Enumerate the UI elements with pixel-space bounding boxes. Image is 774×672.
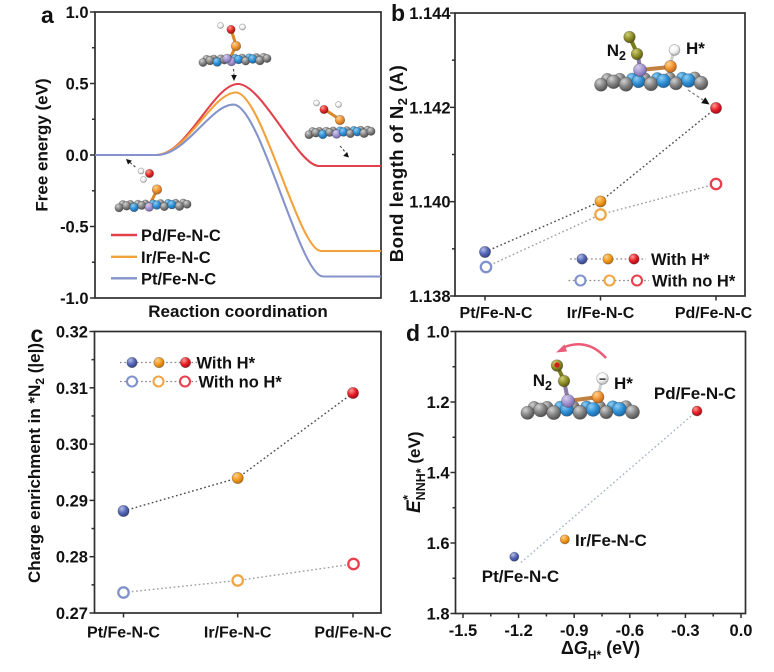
svg-text:Pd/Fe-N-C: Pd/Fe-N-C: [675, 305, 753, 322]
svg-text:0.31: 0.31: [56, 380, 88, 398]
svg-text:-0.5: -0.5: [60, 219, 88, 237]
svg-text:-0.3: -0.3: [671, 622, 699, 640]
svg-text:Pd/Fe-N-C: Pd/Fe-N-C: [314, 625, 392, 642]
svg-text:0.0: 0.0: [730, 622, 753, 640]
svg-text:1.0: 1.0: [427, 324, 450, 342]
svg-text:0.32: 0.32: [56, 324, 88, 342]
svg-text:0.28: 0.28: [56, 549, 88, 567]
svg-text:Pd/Fe-N-C: Pd/Fe-N-C: [654, 384, 736, 403]
svg-text:0.29: 0.29: [56, 492, 88, 510]
svg-text:0.5: 0.5: [66, 76, 89, 94]
svg-text:0.30: 0.30: [56, 436, 88, 454]
svg-text:1.6: 1.6: [427, 535, 450, 553]
svg-text:Charge enrichment in *N2 (|e|): Charge enrichment in *N2 (|e|): [25, 343, 47, 583]
svg-text:1.2: 1.2: [427, 394, 450, 412]
svg-text:-0.9: -0.9: [560, 622, 588, 640]
svg-text:Ir/Fe-N-C: Ir/Fe-N-C: [141, 249, 211, 267]
svg-text:-0.6: -0.6: [616, 622, 644, 640]
svg-text:1.8: 1.8: [427, 606, 450, 624]
svg-text:ENNH* (eV): ENNH* (eV): [404, 432, 428, 513]
svg-text:0.0: 0.0: [66, 147, 89, 165]
svg-text:-1.0: -1.0: [60, 290, 88, 308]
svg-text:1.144: 1.144: [409, 5, 451, 23]
svg-text:a: a: [41, 2, 54, 28]
svg-text:−: −: [599, 372, 606, 386]
svg-text:1.140: 1.140: [409, 194, 450, 212]
svg-text:Free energy (eV): Free energy (eV): [33, 78, 52, 211]
svg-text:Bond length of N2 (A): Bond length of N2 (A): [386, 65, 410, 263]
svg-text:b: b: [391, 0, 405, 26]
svg-text:Pt/Fe-N-C: Pt/Fe-N-C: [482, 567, 559, 586]
svg-text:Ir/Fe-N-C: Ir/Fe-N-C: [567, 305, 635, 322]
svg-text:H*: H*: [686, 39, 705, 58]
svg-text:Ir/Fe-N-C: Ir/Fe-N-C: [575, 531, 647, 550]
svg-text:0.27: 0.27: [56, 605, 88, 623]
svg-text:H*: H*: [614, 374, 633, 393]
svg-text:-1.2: -1.2: [504, 622, 532, 640]
svg-text:With no H*: With no H*: [652, 273, 736, 291]
svg-text:*: *: [400, 494, 415, 500]
svg-text:Pt/Fe-N-C: Pt/Fe-N-C: [460, 305, 533, 322]
svg-text:-1.5: -1.5: [449, 622, 477, 640]
svg-text:Pt/Fe-N-C: Pt/Fe-N-C: [87, 625, 160, 642]
svg-text:Pt/Fe-N-C: Pt/Fe-N-C: [141, 270, 216, 288]
svg-text:c: c: [31, 321, 44, 347]
svg-text:Reaction coordination: Reaction coordination: [148, 302, 327, 321]
svg-text:With H*: With H*: [651, 251, 710, 269]
svg-text:ΔGH* (eV): ΔGH* (eV): [561, 638, 640, 662]
svg-text:Ir/Fe-N-C: Ir/Fe-N-C: [204, 625, 272, 642]
svg-text:1.138: 1.138: [409, 288, 450, 306]
svg-text:With no H*: With no H*: [199, 374, 283, 392]
svg-text:1.0: 1.0: [66, 4, 89, 22]
svg-text:Pd/Fe-N-C: Pd/Fe-N-C: [141, 227, 221, 245]
svg-text:With H*: With H*: [197, 355, 256, 373]
svg-text:d: d: [406, 320, 420, 346]
svg-text:1.4: 1.4: [427, 465, 451, 483]
svg-text:1.142: 1.142: [409, 99, 450, 117]
